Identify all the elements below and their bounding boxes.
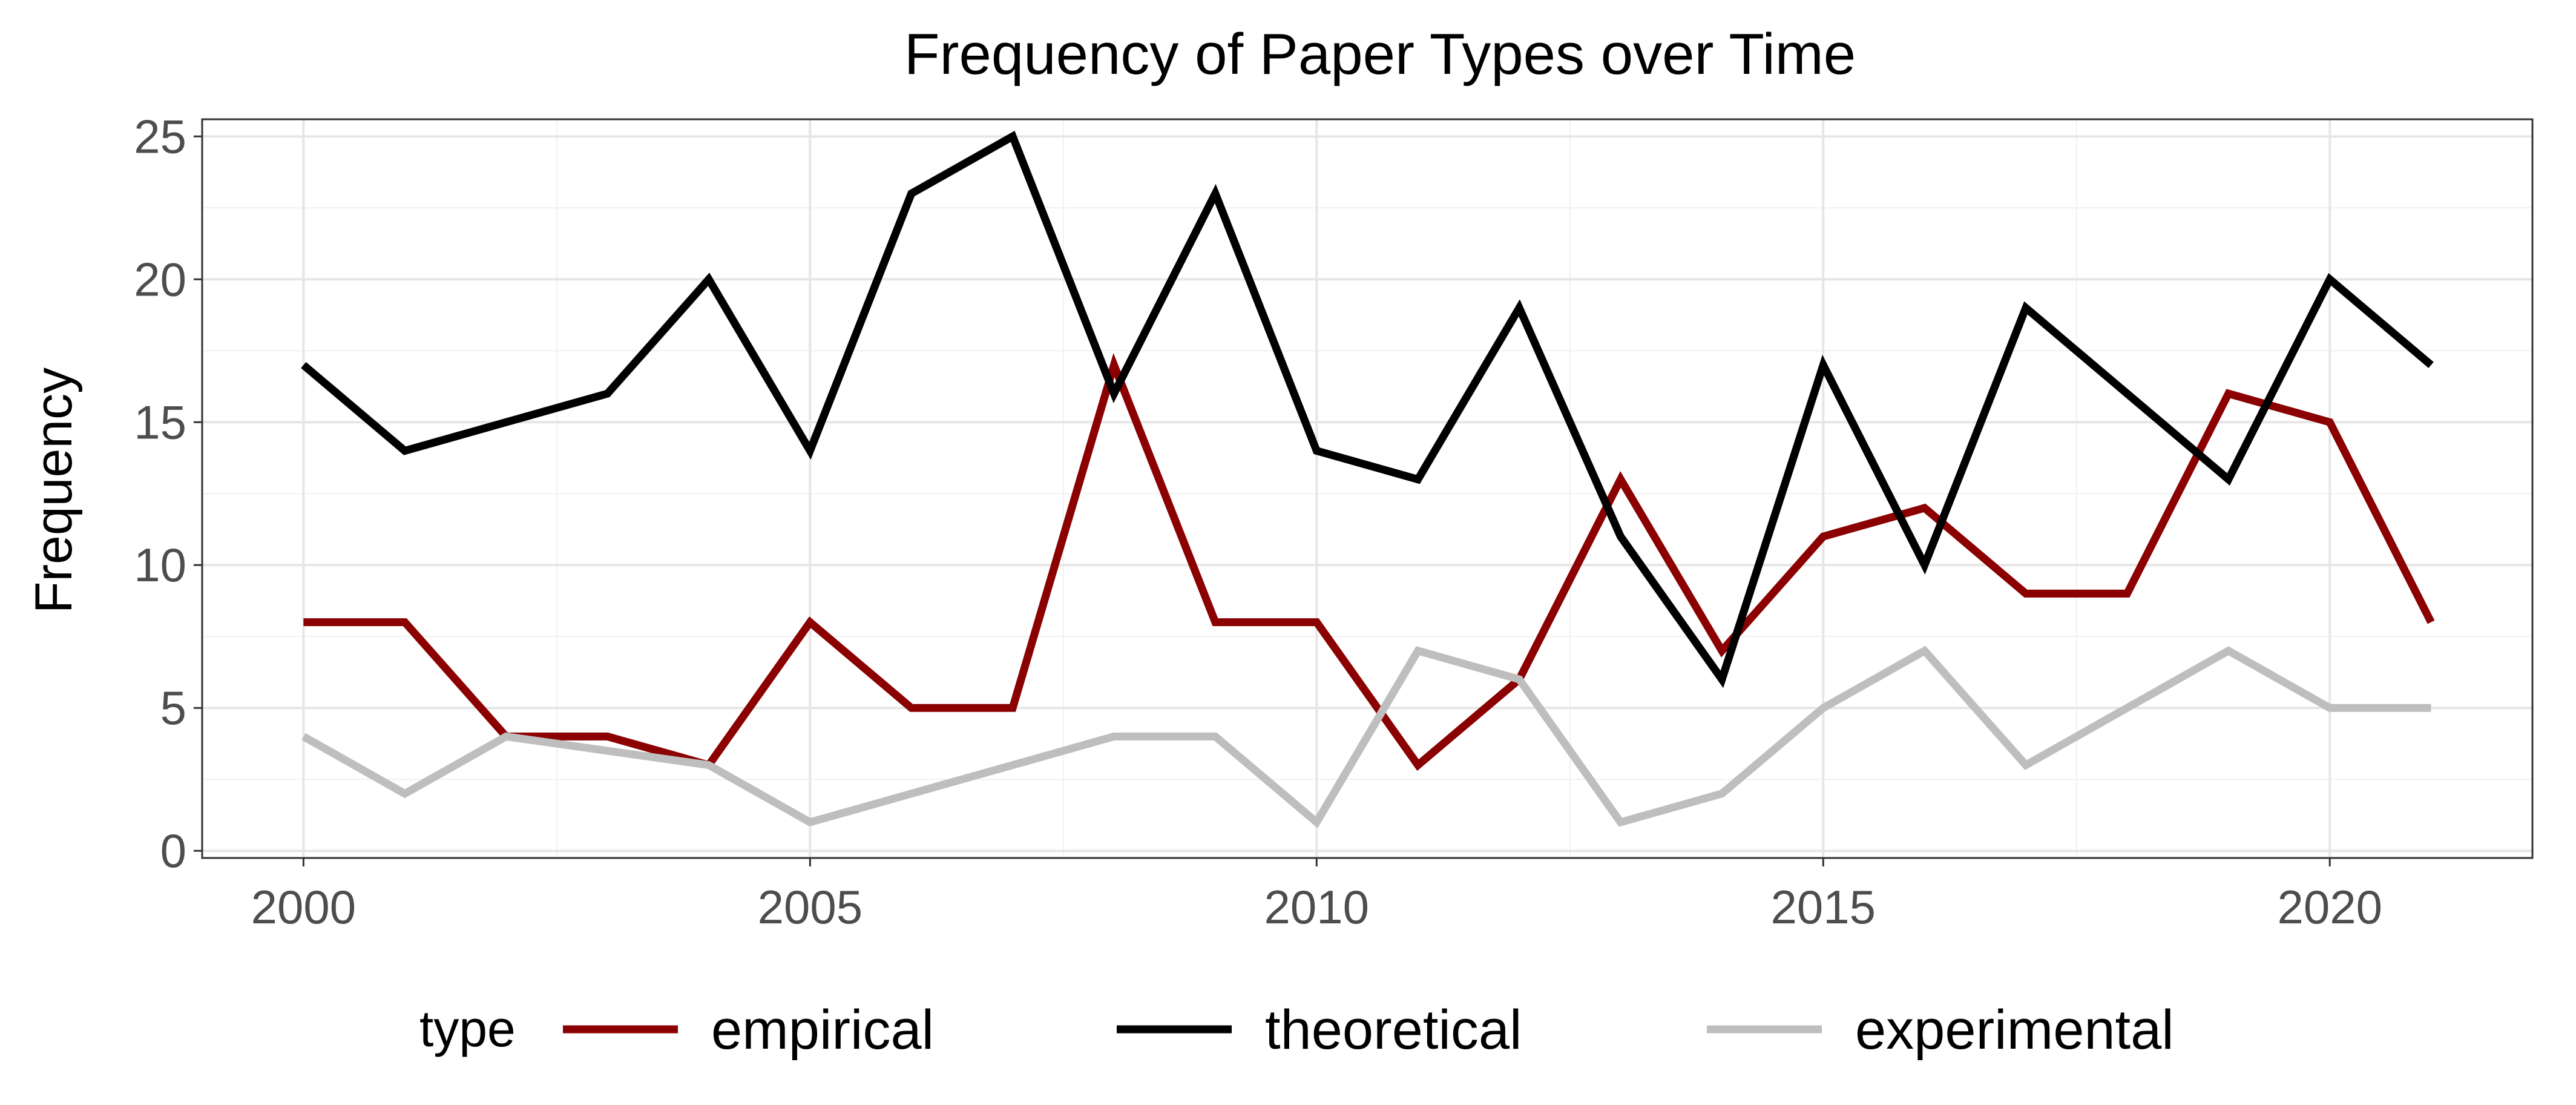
y-tick-label: 25 — [134, 110, 186, 163]
theoretical-legend-label: theoretical — [1265, 999, 1522, 1061]
chart-title: Frequency of Paper Types over Time — [904, 22, 1856, 87]
empirical-legend-label: empirical — [711, 999, 934, 1061]
y-tick-label: 20 — [134, 252, 186, 306]
series-group — [301, 130, 2435, 828]
plot-border — [201, 118, 2534, 859]
x-tick-label: 2020 — [2277, 880, 2382, 934]
x-tick-label: 2000 — [251, 880, 356, 934]
legend: type empirical theoretical experimental — [419, 999, 2174, 1061]
y-tick-label: 0 — [160, 824, 186, 877]
axes: 0 5 10 15 20 25 2000 2005 2010 2015 2020 — [134, 110, 2382, 934]
empirical-line — [303, 352, 2435, 771]
y-tick-label: 15 — [134, 395, 186, 449]
x-tick-label: 2010 — [1264, 880, 1370, 934]
experimental-legend-label: experimental — [1855, 999, 2174, 1061]
y-tick-label: 10 — [134, 538, 186, 592]
theoretical-line — [301, 130, 2434, 688]
x-tick-label: 2015 — [1770, 880, 1876, 934]
legend-title: type — [419, 1000, 516, 1057]
x-tick-label: 2005 — [758, 880, 863, 934]
y-tick-label: 5 — [160, 681, 186, 734]
experimental-line — [301, 645, 2431, 828]
y-axis-title: Frequency — [25, 368, 83, 613]
grid — [202, 119, 2532, 858]
